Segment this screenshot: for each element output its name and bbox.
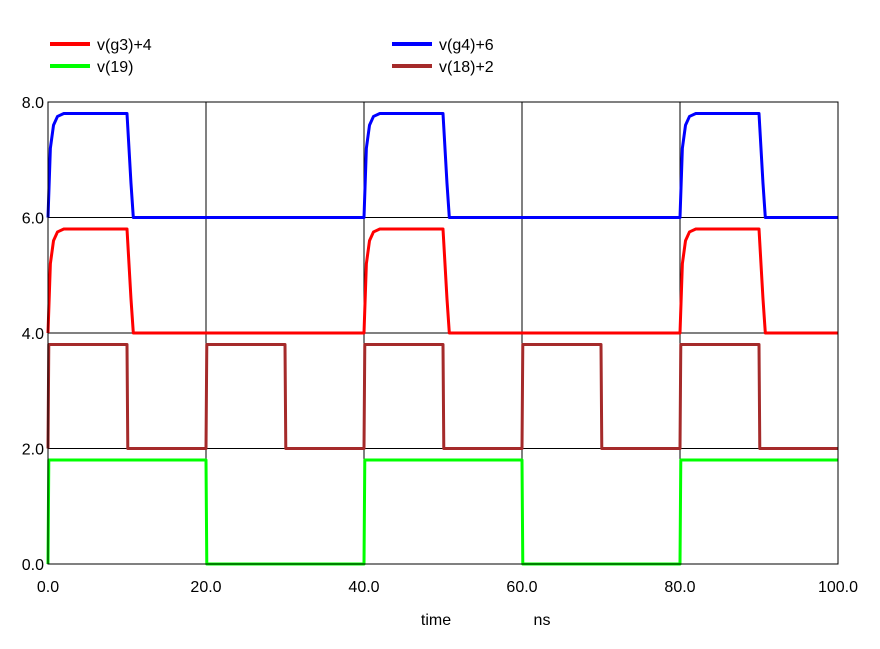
legend-entry-v-g3: v(g3)+4 xyxy=(50,37,152,54)
y-tick-label: 8.0 xyxy=(22,95,44,112)
series-line-v-g4-6 xyxy=(46,112,838,219)
plot-frame xyxy=(47,101,839,565)
legend-entry-v-g4: v(g4)+6 xyxy=(392,37,494,54)
y-tick-label: 4.0 xyxy=(22,326,44,343)
x-tick-label: 80.0 xyxy=(664,579,695,596)
legend-entry-v-18: v(18)+2 xyxy=(392,59,494,76)
x-tick-label: 40.0 xyxy=(348,579,379,596)
y-tick-label: 2.0 xyxy=(22,442,44,459)
x-tick-label: 0.0 xyxy=(37,579,59,596)
series-line-v-18-2 xyxy=(46,343,838,450)
x-axis-unit: ns xyxy=(534,612,551,629)
x-tick-label: 60.0 xyxy=(506,579,537,596)
y-tick-label: 6.0 xyxy=(22,211,44,228)
legend: v(g3)+4 v(g4)+6 v(19) v(18)+2 xyxy=(50,37,494,76)
legend-label-v-g4: v(g4)+6 xyxy=(439,37,494,54)
series-layer xyxy=(46,112,838,566)
x-tick-label: 100.0 xyxy=(818,579,858,596)
x-tick-labels: 0.0 20.0 40.0 60.0 80.0 100.0 xyxy=(37,579,858,596)
y-tick-labels: 0.0 2.0 4.0 6.0 8.0 xyxy=(22,95,44,574)
legend-label-v-18: v(18)+2 xyxy=(439,59,494,76)
series-line-v-g3-4 xyxy=(46,227,838,335)
legend-label-v-19: v(19) xyxy=(97,59,133,76)
x-tick-label: 20.0 xyxy=(190,579,221,596)
series-line-v-19 xyxy=(46,458,838,566)
legend-label-v-g3: v(g3)+4 xyxy=(97,37,152,54)
y-tick-label: 0.0 xyxy=(22,557,44,574)
x-axis-title: time xyxy=(421,612,451,629)
legend-entry-v-19: v(19) xyxy=(50,59,133,76)
